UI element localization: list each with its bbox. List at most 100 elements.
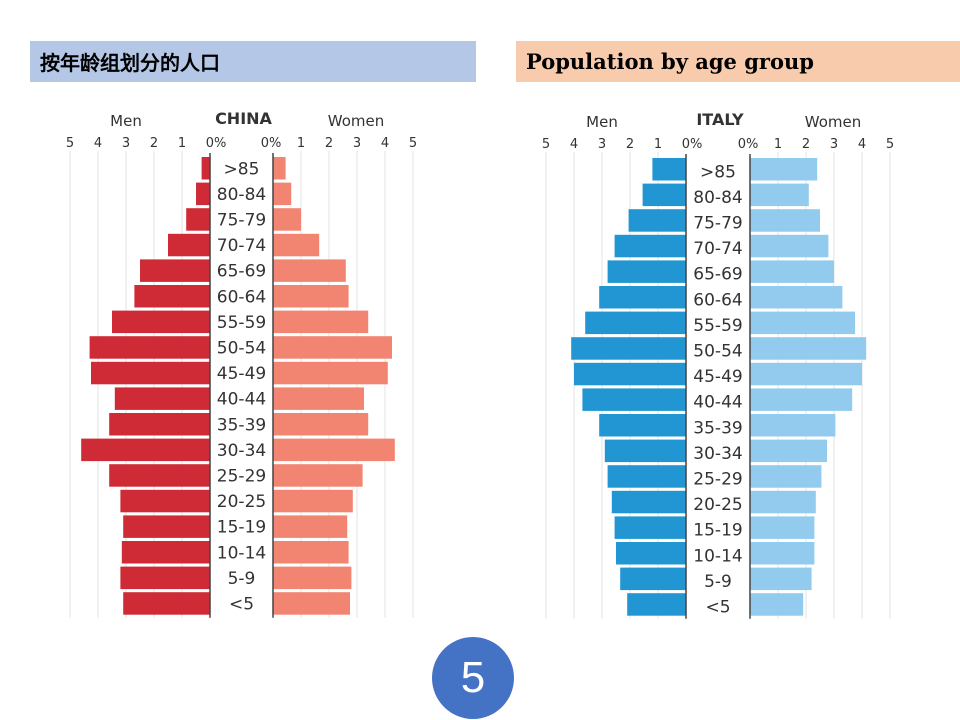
bar-men-5-9 bbox=[120, 566, 210, 590]
bar-men-70-74 bbox=[168, 233, 210, 257]
age-group-label: 15-19 bbox=[693, 521, 742, 541]
bar-women-60-64 bbox=[273, 285, 349, 308]
bar-women-70-74 bbox=[273, 233, 320, 257]
bar-women-40-44 bbox=[750, 388, 853, 411]
age-group-label: 35-39 bbox=[217, 415, 266, 435]
x-tick-label-men: 2 bbox=[150, 136, 158, 151]
bar-men-35-39 bbox=[599, 414, 686, 437]
chinese-title: 按年龄组划分的人口 bbox=[40, 51, 220, 75]
page-number-badge: 5 bbox=[432, 637, 514, 719]
bar-men-30-34 bbox=[81, 438, 210, 462]
x-tick-label-women: 2 bbox=[802, 137, 810, 152]
bar-men-30-34 bbox=[604, 439, 686, 463]
age-group-label: 45-49 bbox=[693, 367, 742, 387]
bar-men-10-14 bbox=[616, 542, 686, 565]
bar-men-75-79 bbox=[628, 209, 686, 232]
bar-men-20-25 bbox=[611, 490, 686, 514]
x-tick-label-men: 0% bbox=[682, 137, 703, 152]
bar-men-<5 bbox=[123, 592, 210, 615]
bar-men-80-84 bbox=[196, 182, 210, 206]
bar-women-35-39 bbox=[750, 414, 836, 437]
x-tick-label-men: 4 bbox=[94, 136, 102, 151]
age-group-label: 75-79 bbox=[693, 213, 742, 233]
bar-women-20-25 bbox=[750, 490, 816, 514]
men-label: Men bbox=[586, 113, 618, 131]
bar-men-40-44 bbox=[114, 387, 210, 410]
age-group-label: 55-59 bbox=[217, 313, 266, 333]
bar-men-25-29 bbox=[607, 465, 686, 488]
bar-women->85 bbox=[273, 157, 286, 180]
age-group-label: 60-64 bbox=[217, 287, 266, 307]
bar-men-50-54 bbox=[571, 337, 686, 360]
bar-men-45-49 bbox=[574, 362, 686, 386]
age-group-label: >85 bbox=[224, 159, 260, 179]
x-tick-label-women: 5 bbox=[409, 136, 417, 151]
men-label: Men bbox=[110, 112, 142, 130]
bar-men-45-49 bbox=[91, 361, 210, 385]
bar-women-25-29 bbox=[750, 465, 822, 488]
bar-women-20-25 bbox=[273, 489, 353, 513]
age-group-label: 40-44 bbox=[693, 393, 742, 413]
bar-women-50-54 bbox=[273, 336, 392, 359]
bar-women-60-64 bbox=[750, 286, 843, 309]
bar-men-15-19 bbox=[614, 516, 686, 539]
bar-men-55-59 bbox=[585, 311, 686, 335]
page-number: 5 bbox=[460, 653, 486, 702]
x-tick-label-women: 1 bbox=[774, 137, 782, 152]
x-tick-label-women: 4 bbox=[858, 137, 866, 152]
bar-women-<5 bbox=[273, 592, 350, 615]
age-group-label: 30-34 bbox=[693, 444, 742, 464]
bar-men-65-69 bbox=[140, 259, 210, 282]
age-group-label: 60-64 bbox=[693, 290, 742, 310]
bar-women-70-74 bbox=[750, 234, 829, 258]
bar-men-20-25 bbox=[120, 489, 210, 513]
x-tick-label-men: 3 bbox=[122, 136, 130, 151]
x-tick-label-men: 1 bbox=[654, 137, 662, 152]
x-tick-label-men: 5 bbox=[66, 136, 74, 151]
age-group-label: 10-14 bbox=[217, 543, 266, 563]
bar-men-70-74 bbox=[614, 234, 686, 258]
x-tick-label-women: 4 bbox=[381, 136, 389, 151]
bar-women-80-84 bbox=[273, 182, 292, 206]
women-label: Women bbox=[805, 113, 861, 131]
bar-men->85 bbox=[201, 157, 210, 180]
x-tick-label-women: 0% bbox=[738, 137, 759, 152]
bar-men-5-9 bbox=[620, 567, 686, 591]
age-group-label: 55-59 bbox=[693, 316, 742, 336]
age-group-label: 20-25 bbox=[217, 492, 266, 512]
bar-women-65-69 bbox=[273, 259, 346, 282]
women-label: Women bbox=[328, 112, 384, 130]
age-group-label: 40-44 bbox=[217, 390, 266, 410]
age-group-label: 35-39 bbox=[693, 418, 742, 438]
age-group-label: 70-74 bbox=[693, 239, 742, 259]
bar-men-10-14 bbox=[121, 541, 210, 564]
age-group-label: 65-69 bbox=[693, 265, 742, 285]
bar-women-45-49 bbox=[750, 362, 862, 386]
english-title-banner: Population by age group bbox=[516, 41, 960, 82]
age-group-label: 45-49 bbox=[217, 364, 266, 384]
age-group-label: 15-19 bbox=[217, 518, 266, 538]
age-group-label: 50-54 bbox=[693, 341, 742, 361]
bar-men-60-64 bbox=[599, 286, 686, 309]
bar-men->85 bbox=[652, 158, 686, 181]
age-group-label: <5 bbox=[229, 594, 254, 614]
bar-women->85 bbox=[750, 158, 818, 181]
x-tick-label-men: 5 bbox=[542, 137, 550, 152]
age-group-label: 5-9 bbox=[704, 572, 732, 592]
age-group-label: 10-14 bbox=[693, 546, 742, 566]
italy-population-pyramid: 5 4 3 2 1 0% 0% 1 2 3 4 5 Men Women ITALY >85 80-84 75-79… bbox=[542, 110, 894, 619]
age-group-label: 25-29 bbox=[693, 469, 742, 489]
bar-men-75-79 bbox=[186, 208, 210, 231]
bar-women-15-19 bbox=[750, 516, 815, 539]
bar-men-80-84 bbox=[642, 183, 686, 207]
bar-women-75-79 bbox=[273, 208, 301, 231]
chinese-title-banner: 按年龄组划分的人口 bbox=[30, 41, 476, 82]
x-tick-label-women: 5 bbox=[886, 137, 894, 152]
bar-women-5-9 bbox=[273, 566, 352, 590]
x-tick-label-men: 2 bbox=[626, 137, 634, 152]
age-group-label: 20-25 bbox=[693, 495, 742, 515]
x-tick-label-women: 1 bbox=[297, 136, 305, 151]
bar-women-65-69 bbox=[750, 260, 834, 283]
age-group-label: 50-54 bbox=[217, 338, 266, 358]
x-tick-label-women: 3 bbox=[830, 137, 838, 152]
